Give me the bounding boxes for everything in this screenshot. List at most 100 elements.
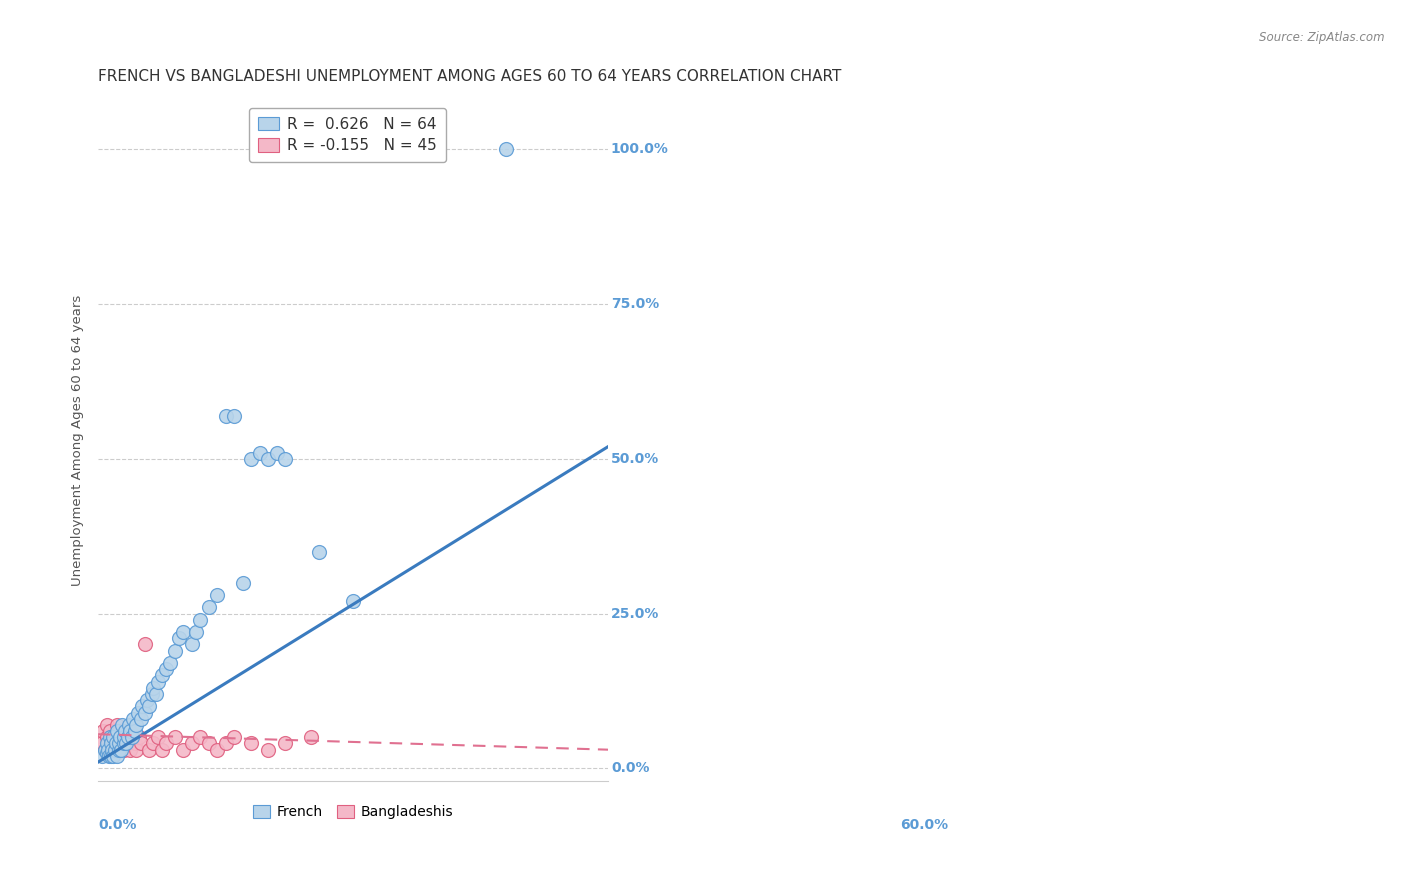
Point xyxy=(114,731,136,745)
Point xyxy=(96,737,118,751)
Point xyxy=(120,724,142,739)
Point xyxy=(215,737,238,751)
Point xyxy=(299,731,322,745)
Legend: French, Bangladeshis: French, Bangladeshis xyxy=(247,799,458,825)
Point xyxy=(342,594,364,608)
Point xyxy=(105,718,128,732)
Point xyxy=(257,451,280,466)
Point xyxy=(155,737,177,751)
Point xyxy=(138,699,160,714)
Point xyxy=(205,588,228,602)
Point xyxy=(150,742,173,756)
Point xyxy=(172,625,194,640)
Point xyxy=(124,724,146,739)
Point xyxy=(111,718,134,732)
Point xyxy=(146,674,169,689)
Point xyxy=(134,638,156,652)
Point xyxy=(180,638,202,652)
Point xyxy=(142,737,165,751)
Text: 25.0%: 25.0% xyxy=(610,607,659,621)
Point xyxy=(240,737,263,751)
Text: FRENCH VS BANGLADESHI UNEMPLOYMENT AMONG AGES 60 TO 64 YEARS CORRELATION CHART: FRENCH VS BANGLADESHI UNEMPLOYMENT AMONG… xyxy=(98,69,842,84)
Point xyxy=(90,737,112,751)
Point xyxy=(188,613,211,627)
Point xyxy=(184,625,207,640)
Text: Source: ZipAtlas.com: Source: ZipAtlas.com xyxy=(1260,31,1385,45)
Point xyxy=(180,737,202,751)
Point xyxy=(120,742,142,756)
Point xyxy=(167,632,190,646)
Text: 60.0%: 60.0% xyxy=(900,818,949,832)
Point xyxy=(129,712,152,726)
Point xyxy=(136,693,159,707)
Point xyxy=(118,718,141,732)
Y-axis label: Unemployment Among Ages 60 to 64 years: Unemployment Among Ages 60 to 64 years xyxy=(72,294,84,586)
Point xyxy=(205,742,228,756)
Point xyxy=(125,742,148,756)
Point xyxy=(118,724,141,739)
Point xyxy=(224,409,246,423)
Point xyxy=(249,445,271,459)
Point xyxy=(96,746,118,760)
Point xyxy=(197,737,219,751)
Point xyxy=(104,742,127,756)
Point xyxy=(121,731,143,745)
Point xyxy=(131,699,153,714)
Point xyxy=(98,724,121,739)
Point xyxy=(103,731,125,745)
Point xyxy=(142,681,165,695)
Point xyxy=(105,748,128,763)
Point xyxy=(274,451,297,466)
Point xyxy=(163,643,186,657)
Point xyxy=(115,737,138,751)
Point xyxy=(94,742,117,756)
Point xyxy=(146,731,169,745)
Point xyxy=(112,737,135,751)
Point xyxy=(100,742,122,756)
Point xyxy=(308,544,330,558)
Text: 50.0%: 50.0% xyxy=(610,452,659,466)
Point xyxy=(103,748,125,763)
Point xyxy=(108,724,131,739)
Point xyxy=(98,731,121,745)
Point xyxy=(121,731,143,745)
Point xyxy=(141,687,163,701)
Point xyxy=(150,668,173,682)
Point xyxy=(107,737,129,751)
Point xyxy=(122,712,145,726)
Point xyxy=(145,687,167,701)
Point xyxy=(266,445,288,459)
Point xyxy=(100,737,122,751)
Point xyxy=(163,731,186,745)
Point xyxy=(129,737,152,751)
Point xyxy=(114,731,136,745)
Point xyxy=(257,742,280,756)
Point xyxy=(91,748,114,763)
Point xyxy=(117,731,139,745)
Point xyxy=(105,724,128,739)
Point xyxy=(128,731,150,745)
Point xyxy=(232,575,254,590)
Point xyxy=(100,737,122,751)
Point xyxy=(110,731,132,745)
Point xyxy=(134,706,156,720)
Point xyxy=(107,742,129,756)
Point xyxy=(97,737,120,751)
Text: 100.0%: 100.0% xyxy=(610,143,669,156)
Point xyxy=(100,748,122,763)
Point xyxy=(108,737,131,751)
Point xyxy=(104,737,127,751)
Point xyxy=(98,748,121,763)
Point xyxy=(155,662,177,676)
Point xyxy=(159,656,181,670)
Text: 0.0%: 0.0% xyxy=(610,761,650,775)
Point xyxy=(104,731,127,745)
Point xyxy=(94,742,117,756)
Point xyxy=(103,742,125,756)
Point xyxy=(100,731,122,745)
Point xyxy=(112,742,135,756)
Point xyxy=(495,143,517,157)
Point xyxy=(96,731,118,745)
Point xyxy=(127,706,149,720)
Point xyxy=(110,742,132,756)
